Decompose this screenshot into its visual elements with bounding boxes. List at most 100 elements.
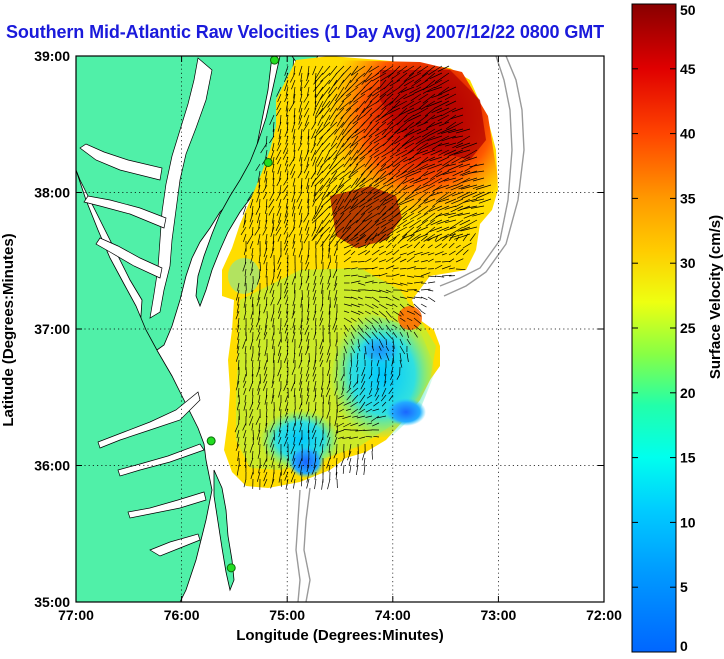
velocity-vector <box>381 149 394 158</box>
velocity-vector <box>343 331 347 337</box>
velocity-vector <box>423 170 436 177</box>
velocity-vector <box>333 450 338 459</box>
velocity-vector <box>348 170 359 179</box>
map-title: Southern Mid-Atlantic Raw Velocities (1 … <box>6 22 605 42</box>
velocity-vector <box>357 249 367 256</box>
velocity-vector <box>472 212 485 217</box>
velocity-vector <box>271 457 275 468</box>
velocity-vector <box>286 373 289 383</box>
velocity-vector <box>441 265 451 270</box>
colorbar-tick-label: 15 <box>680 450 696 466</box>
velocity-vector <box>420 251 430 256</box>
velocity-vector <box>312 65 317 76</box>
velocity-vector <box>397 86 408 95</box>
velocity-vector <box>312 310 317 321</box>
chesapeake-bay <box>79 57 213 557</box>
velocity-vector <box>406 234 415 242</box>
velocity-vector <box>260 142 268 154</box>
velocity-vector <box>251 450 254 459</box>
velocity-vector <box>256 366 261 377</box>
velocity-vector <box>352 114 366 125</box>
velocity-vector <box>427 296 436 302</box>
velocity-vector <box>287 450 289 461</box>
velocity-vector <box>347 450 352 461</box>
velocity-vector <box>313 296 317 305</box>
velocity-vector <box>270 310 275 322</box>
velocity-vector <box>394 121 408 134</box>
velocity-vector <box>336 191 345 206</box>
velocity-vector <box>434 72 450 83</box>
velocity-vector <box>427 237 433 242</box>
velocity-vector <box>411 184 422 194</box>
velocity-vector <box>452 135 464 139</box>
velocity-vector <box>396 65 408 74</box>
velocity-vector <box>420 267 427 270</box>
velocity-vector <box>377 79 387 91</box>
velocity-vector <box>370 121 380 131</box>
velocity-vector <box>311 429 317 440</box>
velocity-vector <box>284 317 289 327</box>
velocity-vector <box>434 264 443 270</box>
velocity-vector <box>462 242 472 249</box>
velocity-vector <box>361 366 366 377</box>
velocity-vector <box>314 100 317 110</box>
velocity-vector <box>311 408 317 418</box>
velocity-vector <box>322 394 324 404</box>
velocity-vector <box>313 380 317 392</box>
velocity-vector <box>311 121 317 130</box>
velocity-vector <box>401 205 415 216</box>
velocity-vector <box>292 177 296 187</box>
velocity-vector <box>442 170 457 175</box>
velocity-vector <box>396 226 408 234</box>
y-tick-label: 38:00 <box>34 185 70 201</box>
velocity-vector <box>319 436 324 447</box>
velocity-vector <box>373 435 380 438</box>
velocity-vector <box>458 184 471 190</box>
velocity-vector <box>387 170 401 182</box>
velocity-vector <box>311 128 317 139</box>
velocity-vector <box>392 296 400 301</box>
velocity-vector <box>320 72 331 82</box>
velocity-vector <box>299 93 303 102</box>
velocity-vector <box>427 258 434 263</box>
velocity-vector <box>399 345 406 355</box>
velocity-vector <box>428 65 443 76</box>
velocity-vector <box>316 156 324 167</box>
velocity-vector <box>359 401 366 411</box>
velocity-vector <box>392 324 398 329</box>
velocity-vector <box>283 212 289 224</box>
velocity-vector <box>431 142 443 150</box>
velocity-vector <box>279 415 282 425</box>
velocity-vector <box>350 310 361 315</box>
velocity-vector <box>331 205 338 216</box>
velocity-vector <box>299 401 303 410</box>
velocity-vector <box>323 114 331 127</box>
velocity-vector <box>403 79 415 87</box>
velocity-vector <box>300 478 303 487</box>
velocity-vector <box>357 317 364 324</box>
velocity-vector <box>293 184 296 194</box>
velocity-vector <box>407 163 422 173</box>
velocity-vector <box>455 198 471 208</box>
velocity-vector <box>350 149 359 161</box>
velocity-vector <box>354 121 366 134</box>
velocity-vector <box>416 142 429 151</box>
velocity-vector <box>292 240 296 249</box>
velocity-vector <box>349 135 359 149</box>
velocity-vector <box>322 65 331 75</box>
velocity-vector <box>403 156 415 163</box>
velocity-vector <box>399 274 406 277</box>
velocity-vector <box>313 205 324 220</box>
x-tick-label: 75:00 <box>269 607 305 623</box>
velocity-vector <box>462 149 478 159</box>
velocity-vector <box>285 107 289 117</box>
velocity-vector <box>399 296 407 299</box>
velocity-vector <box>413 303 422 311</box>
velocity-vector <box>358 198 373 208</box>
velocity-vector <box>357 331 365 340</box>
velocity-vector <box>252 429 254 441</box>
velocity-vector <box>256 191 261 203</box>
velocity-vector <box>380 72 394 82</box>
velocity-vector <box>318 450 324 460</box>
velocity-vector <box>346 100 359 111</box>
